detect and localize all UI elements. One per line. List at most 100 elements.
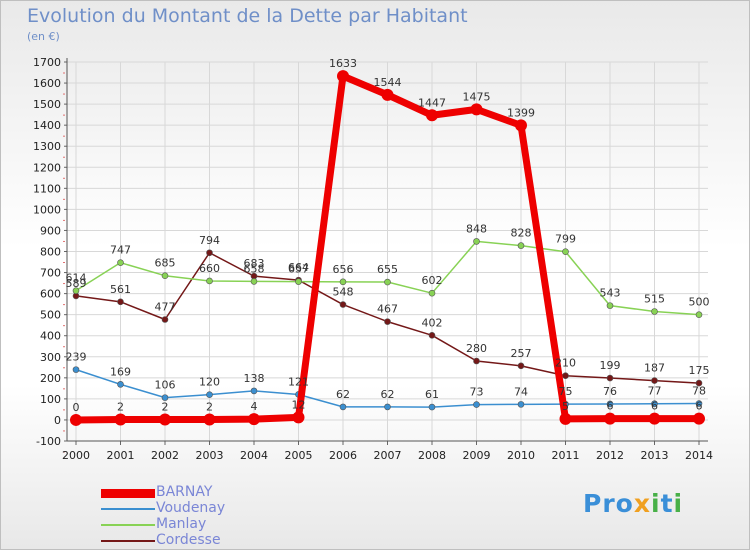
y-tick-label: -100: [36, 435, 61, 448]
data-label-cordesse: 210: [555, 357, 576, 370]
data-label-barnay: 6: [651, 400, 658, 413]
y-tick-label: 1000: [33, 203, 61, 216]
data-label-voudenay: 121: [288, 375, 309, 388]
data-point-manlay: [161, 272, 169, 280]
data-point-cordesse: [695, 379, 703, 387]
data-point-voudenay: [428, 403, 436, 411]
data-label-manlay: 660: [199, 262, 220, 275]
data-point-barnay: [70, 413, 82, 426]
y-tick-label: 1100: [33, 182, 61, 195]
data-label-manlay: 799: [555, 233, 576, 246]
x-tick-label: 2000: [62, 449, 90, 462]
data-point-cordesse: [117, 298, 124, 306]
data-point-voudenay: [651, 400, 658, 408]
x-tick-label: 2002: [151, 449, 179, 462]
data-label-barnay: 5: [562, 400, 569, 413]
data-label-voudenay: 62: [336, 388, 350, 401]
data-point-cordesse: [651, 377, 658, 384]
data-point-barnay: [693, 412, 705, 425]
legend-label: Cordesse: [156, 532, 221, 548]
data-point-barnay: [114, 413, 127, 426]
data-point-cordesse: [473, 357, 480, 365]
data-point-manlay: [651, 308, 658, 315]
data-point-cordesse: [339, 301, 347, 308]
y-tick-label: 900: [40, 224, 61, 237]
data-label-manlay: 848: [466, 222, 487, 235]
data-label-barnay: 1475: [463, 90, 491, 103]
data-label-cordesse: 664: [288, 261, 309, 274]
y-tick-label: 600: [40, 288, 61, 301]
data-label-voudenay: 75: [559, 385, 573, 398]
legend-label: Manlay: [156, 516, 207, 532]
y-tick-label: 1200: [33, 161, 61, 174]
data-label-voudenay: 62: [381, 388, 395, 401]
x-tick-label: 2009: [463, 449, 491, 462]
data-label-voudenay: 74: [514, 385, 528, 398]
data-label-manlay: 602: [422, 274, 443, 287]
data-point-voudenay: [117, 381, 124, 388]
data-point-barnay: [203, 413, 216, 426]
data-label-voudenay: 73: [470, 386, 484, 399]
legend-label: Voudenay: [156, 500, 226, 516]
data-label-voudenay: 120: [199, 376, 220, 389]
data-point-cordesse: [562, 372, 569, 380]
x-tick-label: 2011: [552, 449, 580, 462]
data-point-voudenay: [339, 403, 347, 411]
x-tick-label: 2006: [329, 449, 357, 462]
data-label-voudenay: 239: [66, 351, 87, 364]
data-point-barnay: [604, 412, 616, 425]
data-label-manlay: 657: [288, 263, 309, 276]
x-tick-label: 2013: [641, 449, 669, 462]
data-point-barnay: [337, 70, 349, 83]
data-label-barnay: 1544: [374, 76, 402, 89]
data-point-voudenay: [695, 400, 703, 407]
data-label-barnay: 1447: [418, 96, 446, 109]
x-tick-label: 2007: [374, 449, 402, 462]
data-point-voudenay: [72, 366, 80, 373]
y-tick-label: 1300: [33, 140, 61, 153]
y-tick-label: 800: [40, 246, 61, 259]
data-label-cordesse: 477: [155, 301, 176, 314]
data-label-manlay: 828: [511, 227, 532, 240]
data-label-cordesse: 467: [377, 303, 398, 316]
data-label-cordesse: 402: [422, 316, 443, 329]
x-tick-label: 2005: [285, 449, 313, 462]
data-label-manlay: 655: [377, 263, 398, 276]
legend-label: BARNAY: [156, 484, 213, 500]
data-label-cordesse: 280: [466, 342, 487, 355]
data-label-manlay: 656: [333, 263, 354, 276]
y-tick-label: 0: [54, 414, 61, 427]
data-label-cordesse: 794: [199, 234, 220, 247]
data-point-manlay: [72, 287, 80, 294]
legend-swatch: [101, 524, 155, 526]
data-point-barnay: [381, 88, 394, 101]
data-label-manlay: 543: [600, 287, 621, 300]
data-label-manlay: 500: [689, 296, 710, 309]
data-label-cordesse: 257: [511, 347, 532, 360]
data-label-manlay: 685: [155, 257, 176, 270]
data-point-manlay: [517, 242, 525, 249]
data-label-cordesse: 199: [600, 359, 621, 372]
data-label-voudenay: 76: [603, 385, 617, 398]
data-label-cordesse: 175: [689, 364, 710, 377]
legend-swatch: [101, 508, 155, 510]
data-label-voudenay: 77: [648, 385, 662, 398]
y-tick-label: 300: [40, 351, 61, 364]
data-point-voudenay: [473, 401, 480, 408]
data-point-barnay: [470, 103, 483, 116]
data-label-barnay: 2: [206, 401, 213, 414]
y-tick-label: 1600: [33, 77, 61, 90]
data-point-barnay: [648, 412, 661, 425]
proxiti-logo: Proxiti: [583, 489, 684, 518]
data-point-barnay: [559, 412, 572, 425]
data-label-cordesse: 683: [244, 257, 265, 270]
data-label-barnay: 0: [73, 401, 80, 414]
data-point-manlay: [606, 302, 614, 309]
y-tick-label: 700: [40, 267, 61, 280]
data-point-manlay: [295, 278, 302, 285]
data-point-voudenay: [384, 403, 391, 411]
data-point-voudenay: [606, 400, 614, 408]
data-point-manlay: [117, 259, 124, 266]
chart-title: Evolution du Montant de la Dette par Hab…: [27, 5, 468, 27]
y-tick-label: 100: [40, 393, 61, 406]
